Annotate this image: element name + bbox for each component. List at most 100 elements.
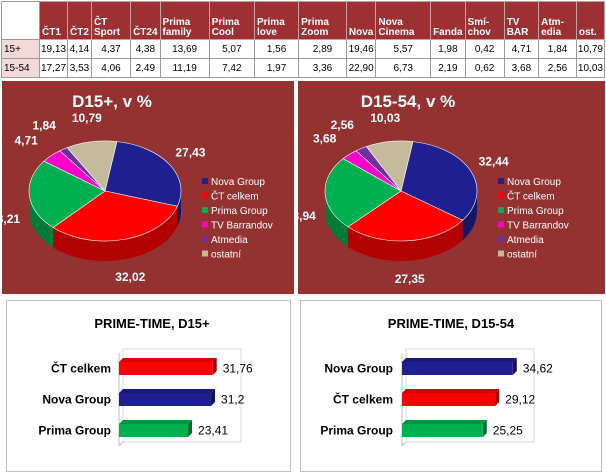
legend-swatch bbox=[498, 178, 504, 184]
table-row: 15-54 17,27 3,53 4,06 2,49 11,19 7,42 1,… bbox=[1, 58, 606, 78]
pie-slice bbox=[400, 141, 478, 221]
legend-swatch bbox=[498, 192, 504, 199]
legend-label: TV Barrandov bbox=[211, 221, 273, 232]
pie-data-label: 27,43 bbox=[175, 145, 205, 159]
bar-chart-prime-d15plus: PRIME-TIME, D15+ ČT celkem 31,76 Nova Group… bbox=[38, 316, 253, 447]
pie-data-label: 27,35 bbox=[395, 272, 425, 286]
pie-slice bbox=[52, 190, 178, 242]
bar-top bbox=[402, 389, 500, 393]
axis-depth-line bbox=[401, 441, 407, 447]
category-label: Nova Group bbox=[42, 393, 111, 407]
legend-swatch bbox=[202, 250, 208, 257]
table-cell: 22,90 bbox=[345, 58, 377, 78]
legend-swatch bbox=[498, 250, 504, 257]
bar-frame-prime-d15plus: PRIME-TIME, D15+ ČT celkem 31,76 Nova Group… bbox=[6, 300, 291, 472]
table-cell: 10,79 bbox=[575, 39, 606, 59]
pie-slice bbox=[104, 141, 182, 207]
legend-label: ostatní bbox=[211, 250, 241, 261]
legend-label: Prima Group bbox=[211, 206, 268, 217]
col-header: Nova Cinema bbox=[375, 1, 432, 40]
pie-slice-side bbox=[325, 191, 348, 247]
bar bbox=[402, 393, 496, 406]
bar-chart-title: PRIME-TIME, D15+ bbox=[94, 316, 210, 331]
pie-slice-side bbox=[462, 191, 477, 241]
legend-swatch bbox=[202, 207, 208, 213]
share-table: ČT1 ČT2 ČT Sport ČT24 Prima family Prima… bbox=[1, 1, 606, 78]
table-cell: 1,98 bbox=[430, 39, 466, 59]
col-header: ČT24 bbox=[130, 1, 161, 40]
legend-label: Prima Group bbox=[507, 206, 564, 217]
pie-data-label: 10,03 bbox=[370, 111, 400, 125]
col-header: ČT1 bbox=[38, 1, 69, 40]
table-row: 15+ 19,13 4,14 4,37 4,38 13,69 5,07 1,56… bbox=[1, 39, 606, 59]
col-header: Nova bbox=[345, 1, 377, 40]
category-label: Prima Group bbox=[38, 424, 111, 438]
table-cell: 3,36 bbox=[298, 58, 347, 78]
bar-side bbox=[495, 389, 500, 406]
axis-depth-line bbox=[118, 441, 124, 447]
pie-chart-d15plus: D15+, v % 27,43 32,02 23,21 4,711,84 10,79 Nov… bbox=[0, 92, 273, 284]
legend-label: Atmedia bbox=[211, 235, 248, 246]
table-cell: 4,14 bbox=[67, 39, 92, 59]
pie-slice bbox=[66, 140, 118, 192]
bar-top bbox=[119, 420, 193, 424]
bar-side bbox=[188, 420, 193, 437]
table-cell: 5,07 bbox=[208, 39, 255, 59]
table-cell: 19,46 bbox=[345, 39, 377, 59]
pie-slice bbox=[28, 160, 106, 228]
pie-data-label: 3,68 bbox=[313, 132, 337, 146]
table-cell: 10,03 bbox=[575, 58, 606, 78]
bar bbox=[119, 424, 189, 437]
pie-data-label: 23,21 bbox=[2, 212, 20, 226]
legend-label: ostatní bbox=[507, 250, 537, 261]
legend-swatch bbox=[498, 207, 504, 213]
legend-swatch bbox=[202, 221, 208, 228]
category-label: ČT celkem bbox=[51, 361, 111, 376]
table-cell: 17,27 bbox=[38, 58, 69, 78]
table-cell: 1,84 bbox=[538, 39, 577, 59]
bar bbox=[402, 362, 513, 375]
pie-data-label: 2,56 bbox=[331, 118, 355, 132]
col-header: TV BAR bbox=[503, 1, 540, 40]
pie-data-label: 10,79 bbox=[72, 111, 102, 125]
table-cell: 0,42 bbox=[464, 39, 505, 59]
table-cell: 19,13 bbox=[38, 39, 69, 59]
category-label: Prima Group bbox=[320, 424, 393, 438]
table-cell: 1,97 bbox=[253, 58, 300, 78]
pie-slice bbox=[365, 140, 414, 192]
bar-value-label: 25,25 bbox=[493, 424, 523, 438]
bar-top bbox=[119, 358, 217, 362]
table-cell: 11,19 bbox=[159, 58, 210, 78]
col-header: Smí-chov bbox=[464, 1, 505, 40]
col-header: Prima Zoom bbox=[298, 1, 347, 40]
table-cell: 2,56 bbox=[538, 58, 577, 78]
legend-swatch bbox=[202, 178, 208, 184]
legend-swatch bbox=[498, 236, 504, 242]
bar-top bbox=[402, 358, 517, 362]
table-cell: 0,62 bbox=[464, 58, 505, 78]
legend-label: Nova Group bbox=[507, 177, 561, 188]
bar-side bbox=[211, 389, 216, 406]
category-label: ČT celkem bbox=[333, 392, 393, 407]
bar-value-label: 31,2 bbox=[221, 393, 245, 407]
pie-data-label: 1,84 bbox=[32, 119, 56, 133]
col-header: Prima Cool bbox=[208, 1, 255, 40]
legend-label: TV Barrandov bbox=[507, 221, 569, 232]
pie-slice bbox=[324, 158, 402, 228]
table-cell: 4,06 bbox=[90, 58, 132, 78]
col-header: Fanda bbox=[430, 1, 466, 40]
bar-side bbox=[212, 358, 217, 375]
bar-value-label: 31,76 bbox=[223, 362, 253, 376]
col-header: ČT Sport bbox=[90, 1, 132, 40]
table-corner-cell bbox=[1, 1, 40, 40]
pie-data-label: 23,94 bbox=[298, 209, 316, 223]
bar-chart-title: PRIME-TIME, D15-54 bbox=[388, 316, 515, 331]
col-header: Prima love bbox=[253, 1, 300, 40]
table-cell: 4,37 bbox=[90, 39, 132, 59]
bar bbox=[402, 424, 483, 437]
row-label: 15-54 bbox=[1, 58, 40, 78]
bar-value-label: 29,12 bbox=[505, 393, 535, 407]
legend-swatch bbox=[202, 192, 208, 199]
pie-title: D15+, v % bbox=[72, 92, 152, 111]
pie-panel-d15-54: D15-54, v % 32,44 27,35 23,94 3,682,56 10,03 N… bbox=[286, 81, 605, 294]
